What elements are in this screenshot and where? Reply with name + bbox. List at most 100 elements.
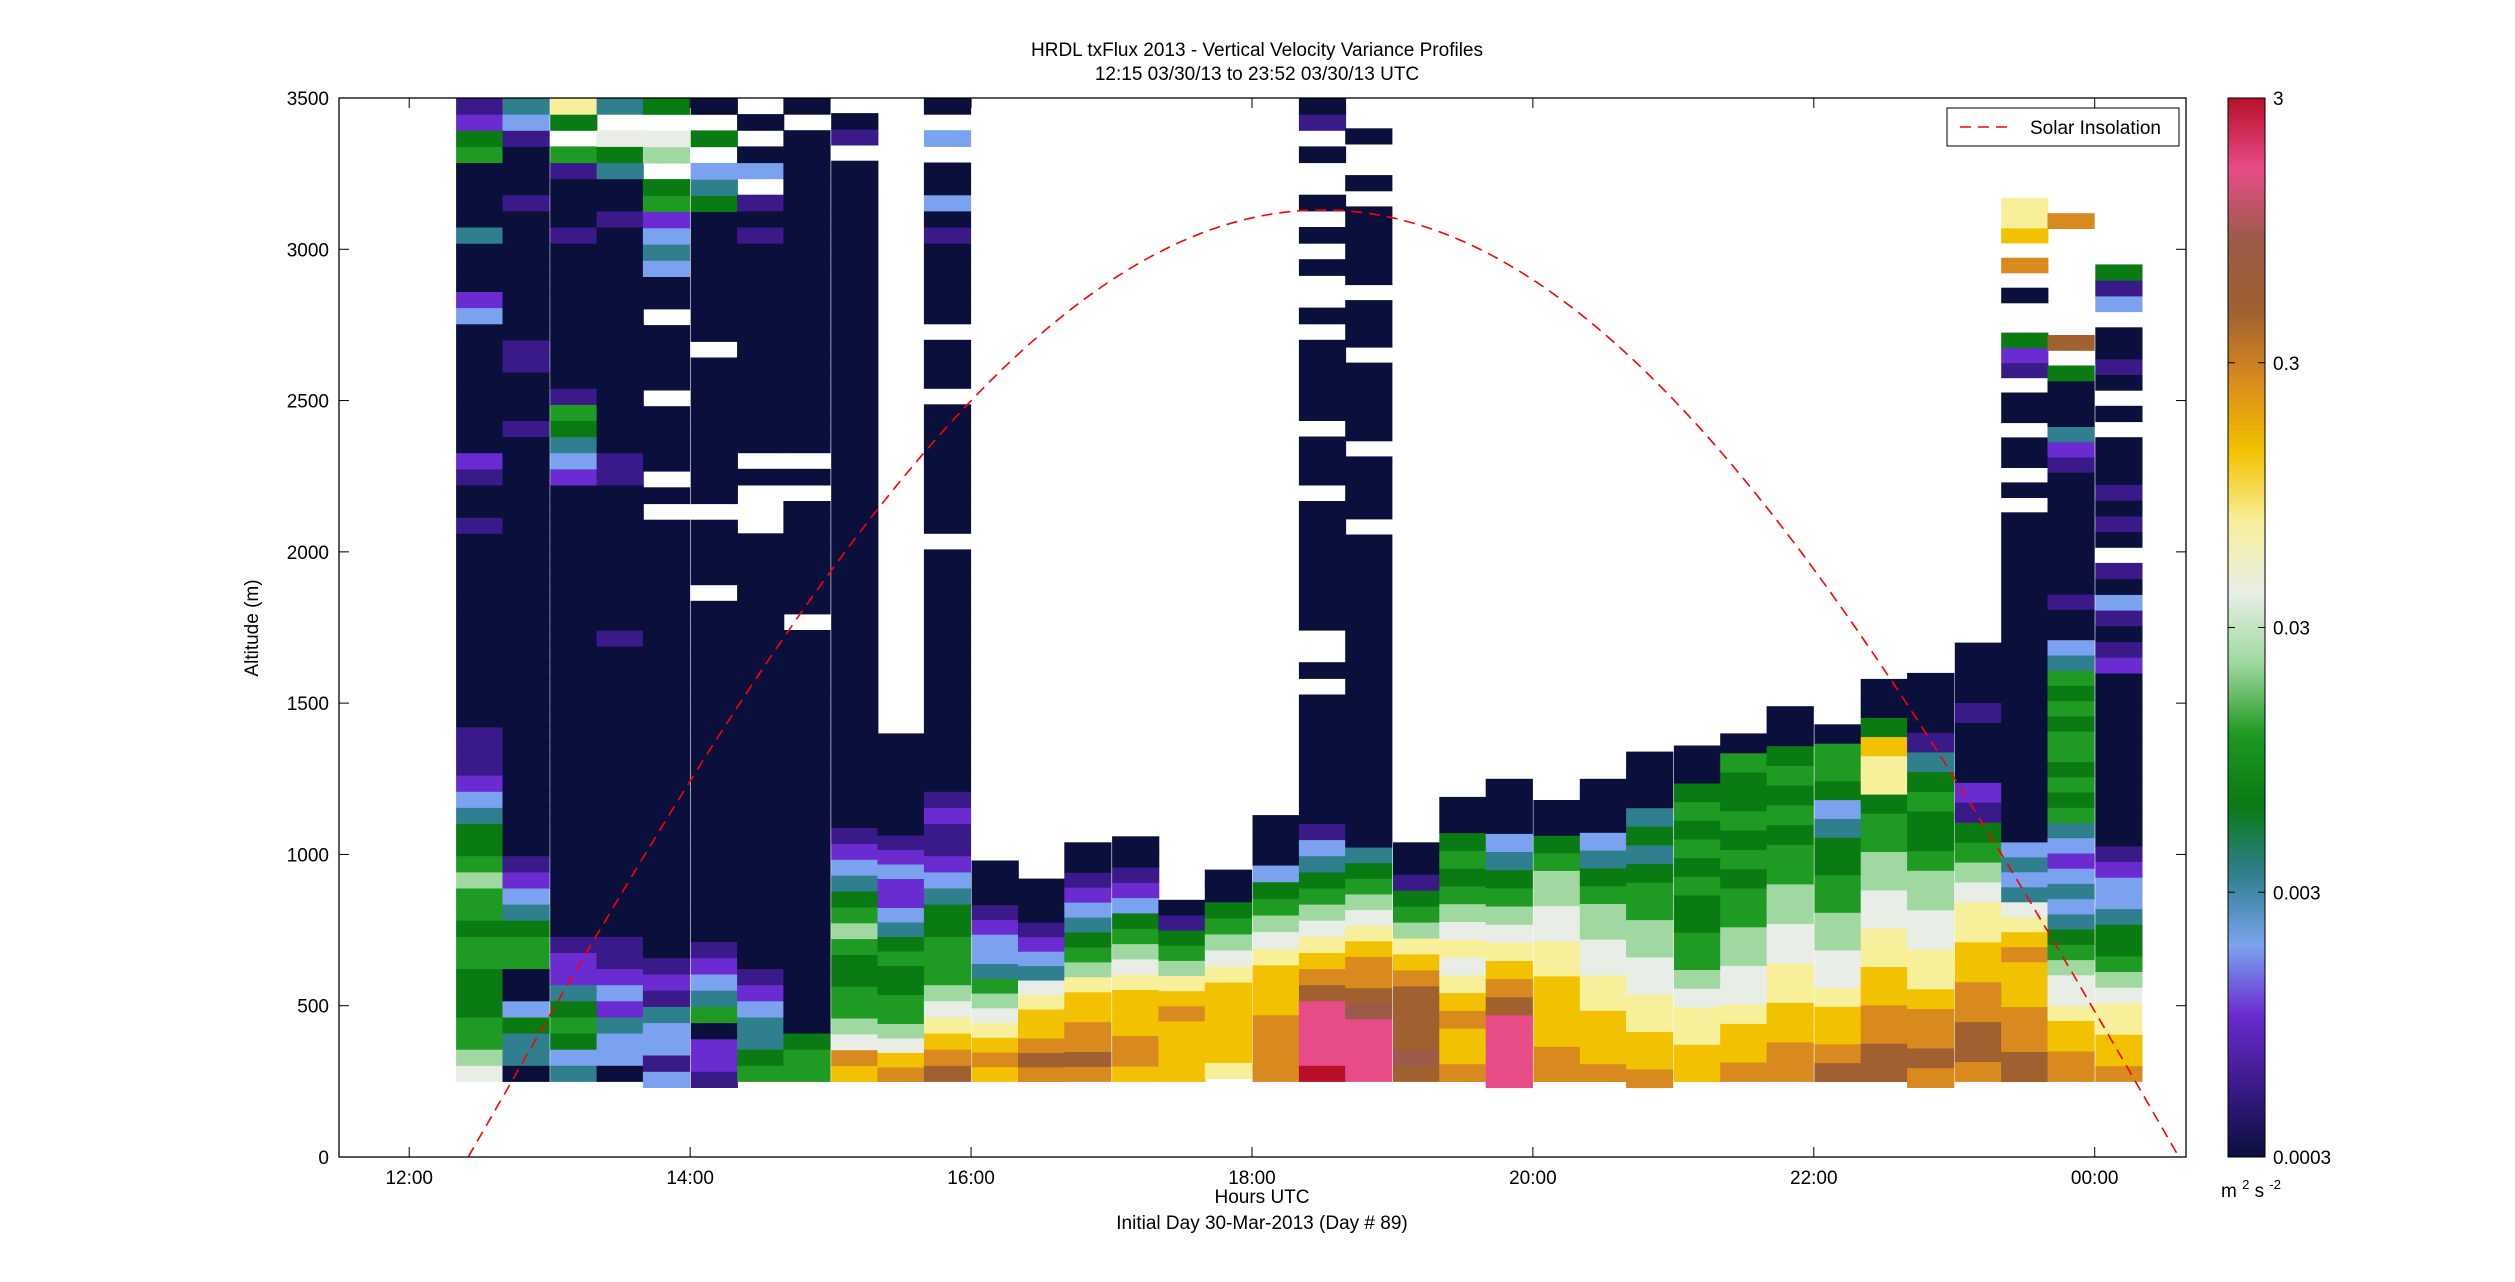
- heatmap-cell: [2095, 515, 2143, 533]
- heatmap-cell: [1579, 1028, 1627, 1047]
- heatmap-cell: [831, 875, 879, 892]
- heatmap-cell: [502, 501, 550, 518]
- heatmap-cell: [2047, 426, 2095, 443]
- heatmap-cell: [1766, 864, 1814, 885]
- heatmap-cell: [971, 993, 1019, 1009]
- heatmap-cell: [971, 1037, 1019, 1053]
- heatmap-cell: [502, 243, 550, 260]
- heatmap-cell: [971, 1007, 1019, 1023]
- heatmap-cell: [642, 617, 691, 634]
- heatmap-cell: [1393, 922, 1441, 939]
- heatmap-cell: [1673, 782, 1722, 803]
- heatmap-cell: [2095, 1002, 2143, 1020]
- chart-subtitle: 12:15 03/30/13 to 23:52 03/30/13 UTC: [1095, 64, 1419, 85]
- heatmap-cell: [1204, 869, 1252, 887]
- heatmap-cell: [2001, 1036, 2049, 1052]
- heatmap-cell: [737, 355, 785, 373]
- heatmap-cell: [2095, 830, 2143, 847]
- heatmap-cell: [831, 938, 879, 955]
- legend: Solar Insolation: [1946, 107, 2180, 147]
- heatmap-cell: [596, 533, 644, 550]
- heatmap-cell: [1766, 706, 1814, 727]
- heatmap-cell: [877, 892, 925, 908]
- heatmap-cell: [783, 1016, 831, 1034]
- heatmap-cell: [596, 323, 644, 341]
- heatmap-cell: [923, 742, 972, 760]
- heatmap-cells: [456, 98, 2143, 1089]
- heatmap-cell: [456, 839, 504, 857]
- heatmap-cell: [1345, 815, 1393, 832]
- heatmap-cell: [596, 646, 644, 663]
- heatmap-cell: [456, 227, 504, 244]
- heatmap-cell: [2095, 1034, 2143, 1051]
- heatmap-cell: [737, 630, 785, 647]
- heatmap-cell: [1673, 950, 1722, 970]
- heatmap-cell: [1579, 956, 1627, 976]
- heatmap-cell: [642, 633, 691, 651]
- heatmap-cell: [456, 710, 504, 728]
- heatmap-cell: [923, 968, 972, 986]
- heatmap-cell: [737, 549, 785, 567]
- heatmap-cell: [1345, 237, 1393, 254]
- heatmap-cell: [1954, 901, 2002, 923]
- heatmap-cell: [550, 775, 598, 792]
- heatmap-cell: [1626, 770, 1674, 790]
- heatmap-cell: [1954, 1061, 2002, 1082]
- heatmap-cell: [456, 742, 504, 760]
- heatmap-cell: [1626, 1031, 1674, 1051]
- heatmap-cell: [690, 876, 738, 894]
- heatmap-cell: [1298, 581, 1347, 599]
- heatmap-cell: [1485, 1032, 1533, 1052]
- heatmap-cell: [596, 823, 644, 841]
- heatmap-cell: [690, 308, 738, 326]
- heatmap-cell: [737, 388, 785, 405]
- heatmap-cell: [2001, 362, 2049, 379]
- heatmap-cell: [1626, 844, 1674, 865]
- heatmap-cell: [2001, 257, 2049, 274]
- heatmap-cell: [1204, 885, 1252, 903]
- heatmap-cell: [1204, 1030, 1252, 1047]
- heatmap-cell: [783, 388, 831, 405]
- heatmap-cell: [1626, 826, 1674, 846]
- heatmap-cell: [456, 291, 504, 309]
- heatmap-cell: [690, 357, 738, 375]
- heatmap-cell: [2047, 1035, 2095, 1052]
- heatmap-cell: [1720, 810, 1768, 831]
- heatmap-cell: [923, 227, 972, 244]
- heatmap-cell: [690, 130, 738, 148]
- heatmap-cell: [1064, 887, 1112, 903]
- heatmap-cell: [1345, 409, 1393, 426]
- heatmap-cell: [550, 243, 598, 260]
- heatmap-cell: [2001, 886, 2049, 903]
- heatmap-cell: [1112, 866, 1160, 883]
- colorbar-unit-sup2: -2: [2269, 1177, 2281, 1192]
- heatmap-cell: [737, 581, 785, 599]
- heatmap-cell: [1439, 992, 1487, 1011]
- heatmap-cell: [1112, 1004, 1160, 1021]
- heatmap-cell: [1345, 972, 1393, 989]
- heatmap-cell: [1814, 874, 1862, 895]
- heatmap-cell: [1204, 1062, 1252, 1079]
- heatmap-cell: [596, 936, 644, 953]
- heatmap-cell: [783, 130, 831, 147]
- heatmap-cell: [596, 517, 644, 534]
- heatmap-cell: [877, 791, 925, 807]
- heatmap-cell: [596, 630, 644, 647]
- heatmap-cell: [971, 1066, 1019, 1082]
- heatmap-cell: [1766, 804, 1814, 826]
- heatmap-cell: [1766, 962, 1814, 984]
- heatmap-cell: [737, 646, 785, 663]
- heatmap-cell: [2001, 407, 2049, 424]
- heatmap-cell: [1298, 920, 1347, 937]
- heatmap-cell: [2001, 197, 2049, 214]
- heatmap-cell: [1345, 597, 1393, 614]
- heatmap-cell: [1298, 662, 1347, 679]
- heatmap-cell: [690, 714, 738, 732]
- heatmap-cell: [550, 1016, 598, 1034]
- heatmap-cell: [456, 130, 504, 147]
- heatmap-cell: [923, 259, 972, 276]
- heatmap-cell: [2001, 1066, 2049, 1082]
- heatmap-cell: [1673, 894, 1722, 915]
- heatmap-cell: [2047, 944, 2095, 961]
- heatmap-cell: [1907, 909, 1955, 931]
